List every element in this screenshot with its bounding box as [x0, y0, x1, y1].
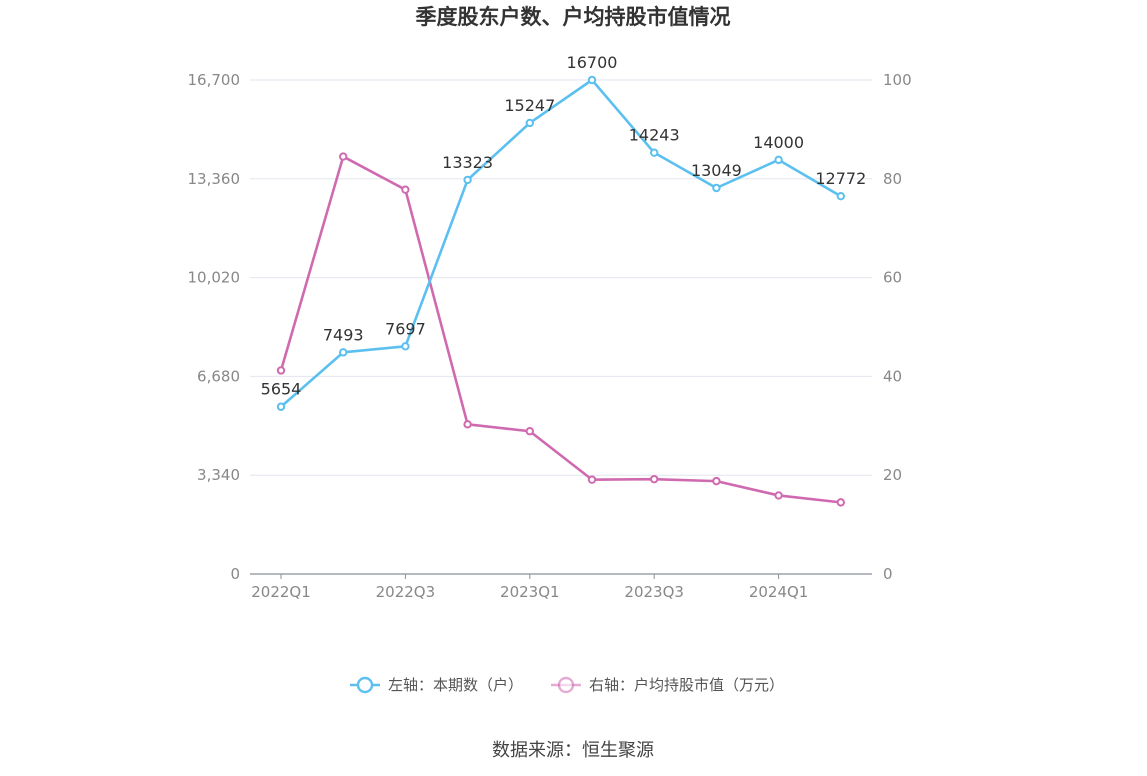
data-point [774, 155, 783, 165]
legend-item-1[interactable]: 右轴：户均持股市值（万元） [551, 676, 784, 694]
data-point [339, 348, 348, 357]
y-left-tick-label: 0 [230, 565, 240, 583]
data-point [276, 402, 286, 411]
data-label: 5654 [261, 380, 302, 399]
data-point [774, 491, 783, 500]
y-left-tick-label: 13,360 [188, 170, 241, 188]
data-point [712, 183, 721, 193]
x-tick-label: 2023Q3 [624, 583, 684, 601]
data-point [587, 475, 597, 484]
data-label: 13323 [442, 153, 493, 172]
y-right-tick-label: 40 [883, 367, 902, 385]
data-label: 12772 [815, 169, 866, 188]
data-point [463, 175, 472, 185]
x-tick-label: 2022Q3 [376, 583, 436, 601]
series-layer: 5654 7493 7697 13323 15247 16700 14243 13049 140… [261, 53, 866, 507]
data-point [401, 185, 410, 194]
grid-lines [250, 79, 872, 476]
axes: 0 0 3,340 20 6,680 40 10,020 60 13,360 80 16,700 10… [188, 71, 912, 601]
data-point [712, 476, 721, 486]
data-label: 7697 [385, 319, 426, 338]
data-label: 14000 [753, 133, 804, 152]
y-right-tick-label: 80 [883, 170, 902, 188]
legend-marker [557, 676, 575, 694]
y-left-tick-label: 6,680 [197, 367, 240, 385]
legend-label: 左轴：本期数（户） [388, 676, 523, 694]
data-point [525, 427, 534, 436]
x-tick-label: 2022Q1 [251, 583, 311, 601]
legend-marker [356, 676, 374, 694]
x-tick-label: 2023Q1 [500, 583, 560, 601]
source-note: 数据来源：恒生聚源 [492, 740, 654, 761]
y-right-tick-label: 60 [883, 269, 902, 287]
data-label: 13049 [691, 161, 742, 180]
data-point [339, 152, 348, 161]
data-label: 7493 [323, 325, 364, 344]
data-point [401, 342, 410, 351]
data-label: 16700 [567, 53, 618, 72]
series-1 [276, 152, 845, 507]
y-left-tick-label: 10,020 [188, 269, 241, 287]
data-point [836, 191, 845, 201]
y-left-tick-label: 3,340 [197, 466, 240, 484]
legend-label: 右轴：户均持股市值（万元） [589, 676, 784, 694]
data-point [276, 366, 286, 375]
y-right-tick-label: 100 [883, 71, 912, 89]
data-point [836, 498, 845, 507]
data-point [525, 118, 534, 128]
data-point [463, 420, 472, 429]
series-0: 5654 7493 7697 13323 15247 16700 14243 13049 140… [261, 53, 866, 411]
legend-item-0[interactable]: 左轴：本期数（户） [350, 676, 523, 694]
data-label: 15247 [504, 96, 555, 115]
y-right-tick-label: 20 [883, 466, 902, 484]
data-point [650, 148, 659, 157]
y-left-tick-label: 16,700 [188, 71, 241, 89]
data-point [587, 75, 597, 85]
y-right-tick-label: 0 [883, 565, 893, 583]
series-line [280, 78, 842, 408]
series-line [279, 155, 841, 504]
x-tick-label: 2024Q1 [749, 583, 809, 601]
data-point [650, 474, 659, 484]
chart-title: 季度股东户数、户均持股市值情况 [416, 5, 731, 29]
data-label: 14243 [629, 126, 680, 145]
legend[interactable]: 左轴：本期数（户） 右轴：户均持股市值（万元） [350, 676, 784, 694]
